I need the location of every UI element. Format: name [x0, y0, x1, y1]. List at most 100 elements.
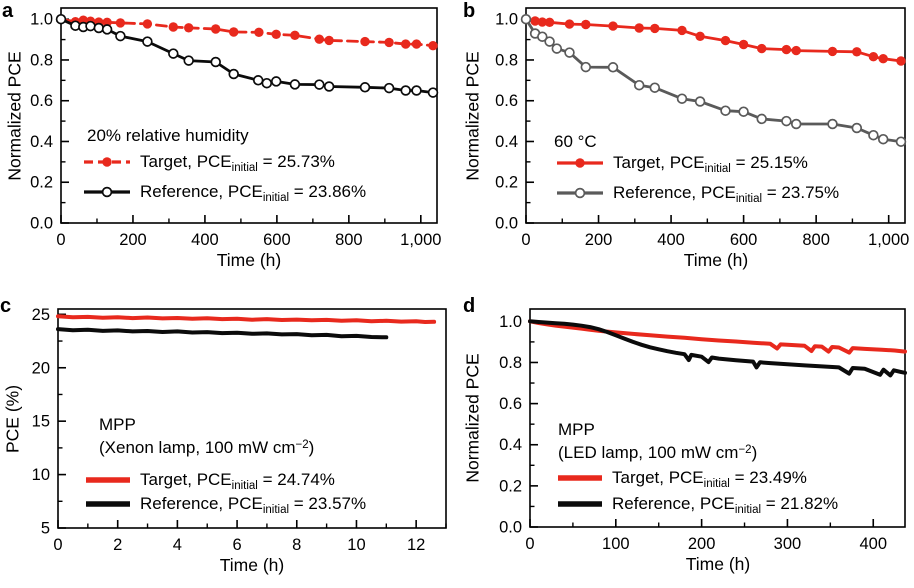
target-marker [852, 47, 862, 57]
text-part: = 21.82% [761, 494, 839, 513]
reference-marker [55, 13, 67, 25]
text-part: Target, PCE [140, 470, 232, 489]
reference-marker [183, 55, 194, 66]
reference-marker [115, 30, 126, 42]
target-marker [290, 30, 300, 40]
x-tick-label: 10 [347, 536, 365, 554]
text-part: Reference, PCE [140, 494, 263, 513]
target-marker [695, 31, 705, 41]
reference-marker [877, 133, 889, 145]
plot-b: 0 200 400 600 800 1,000 0.0 0.2 0.4 0.6 0.8 1.0 [495, 7, 909, 249]
text-part: ) [308, 438, 315, 457]
legend-marker [101, 186, 113, 198]
y-tick-label: 15 [32, 413, 50, 431]
target-marker [738, 39, 749, 50]
axes-box [57, 308, 447, 529]
condition-note-d: MPP (LED lamp, 100 mW cm−2) [558, 418, 757, 467]
x-tick-label: 0 [525, 535, 534, 553]
reference-marker [270, 76, 282, 87]
text-part: = 25.73% [257, 152, 335, 171]
x-tick-label: 6 [232, 536, 241, 554]
x-tick-label: 0 [53, 536, 62, 554]
plot-d: 0 100 200 300 400 0.0 0.2 0.4 0.6 0.8 1.0 [499, 308, 907, 553]
y-tick-label: 0.2 [30, 174, 53, 192]
target-marker [720, 35, 731, 46]
target-marker [677, 25, 687, 36]
legend-swatch-target [558, 475, 602, 481]
target-marker [608, 21, 618, 31]
x-tick-label: 200 [585, 231, 613, 249]
text-part: Reference, PCE [613, 183, 736, 202]
legend-label-reference: Reference, PCEinitial = 23.75% [613, 183, 839, 205]
legend-marker [575, 158, 585, 168]
y-tick-label: 0.6 [30, 92, 53, 110]
x-tick-label: 400 [859, 535, 887, 553]
target-marker [781, 44, 792, 55]
y-tick-label: 0.4 [499, 436, 522, 454]
target-marker [411, 39, 422, 49]
legend-swatch-reference [86, 501, 130, 507]
y-tick-label: 0.8 [495, 51, 518, 69]
y-axis-title-d: Normalized PCE [462, 353, 483, 483]
text-part: ) [751, 443, 758, 462]
y-axis-title-c: PCE (%) [2, 384, 23, 454]
legend-item-reference: Reference, PCEinitial = 23.86% [84, 177, 366, 207]
reference-marker [756, 113, 767, 125]
y-tick-label: 0.6 [495, 92, 518, 110]
reference-marker [676, 93, 688, 104]
subscript-text: initial [262, 192, 290, 204]
y-tick-label: 5 [41, 520, 50, 538]
target-marker [271, 29, 281, 39]
legend-a: Target, PCEinitial = 25.73% Reference, PC… [84, 147, 366, 207]
target-series-line [528, 319, 907, 355]
legend-label-reference: Reference, PCEinitial = 21.82% [612, 494, 839, 516]
panel-b: 0 200 400 600 800 1,000 0.0 0.2 0.4 0.6 0.8 1.0 b N… [457, 0, 914, 294]
legend-item-target: Target, PCEinitial = 23.49% [558, 465, 838, 491]
target-marker [878, 54, 888, 64]
text-part: Target, PCE [613, 153, 705, 172]
target-marker [544, 17, 555, 27]
text-part: = 23.49% [729, 468, 807, 487]
y-tick-label: 1.0 [499, 313, 522, 331]
reference-series-line [59, 17, 435, 94]
legend-label-target: Target, PCEinitial = 25.15% [613, 153, 808, 175]
target-marker [581, 19, 591, 30]
reference-series-line [528, 319, 907, 378]
y-tick-label: 1.0 [30, 11, 53, 29]
reference-marker [720, 105, 731, 116]
target-marker [211, 24, 221, 34]
superscript-text: −2 [295, 439, 309, 451]
reference-marker [168, 48, 179, 59]
x-axis-title-b: Time (h) [683, 250, 749, 270]
x-tick-label: 0 [56, 231, 65, 249]
target-marker [827, 46, 838, 57]
x-tick-label: 800 [802, 231, 830, 249]
target-marker [115, 18, 126, 28]
text-part: MPP [558, 420, 595, 439]
x-tick-label: 600 [730, 231, 758, 249]
x-tick-label: 2 [113, 536, 122, 554]
reference-marker [781, 115, 792, 127]
target-marker [868, 52, 879, 62]
x-tick-label: 800 [335, 231, 363, 249]
subscript-text: initial [703, 478, 730, 490]
reference-marker [252, 75, 264, 86]
reference-marker [142, 36, 153, 47]
reference-marker [790, 118, 802, 130]
panel-label-a: a [2, 0, 14, 22]
reference-marker [93, 22, 105, 34]
note-line: MPP [99, 413, 314, 436]
legend-marker [574, 187, 586, 199]
target-marker [184, 23, 194, 33]
target-marker [757, 43, 767, 54]
reference-marker [895, 136, 907, 147]
subscript-text: initial [262, 504, 290, 516]
x-tick-label: 4 [173, 536, 182, 554]
legend-b: Target, PCEinitial = 25.15% Reference, PC… [557, 148, 839, 208]
axes-box [525, 7, 906, 224]
y-tick-label: 0.8 [499, 354, 522, 372]
legend-item-reference: Reference, PCEinitial = 23.75% [557, 178, 839, 208]
reference-marker [427, 87, 439, 98]
condition-note-a: 20% relative humidity [87, 124, 249, 147]
target-marker [254, 27, 264, 37]
